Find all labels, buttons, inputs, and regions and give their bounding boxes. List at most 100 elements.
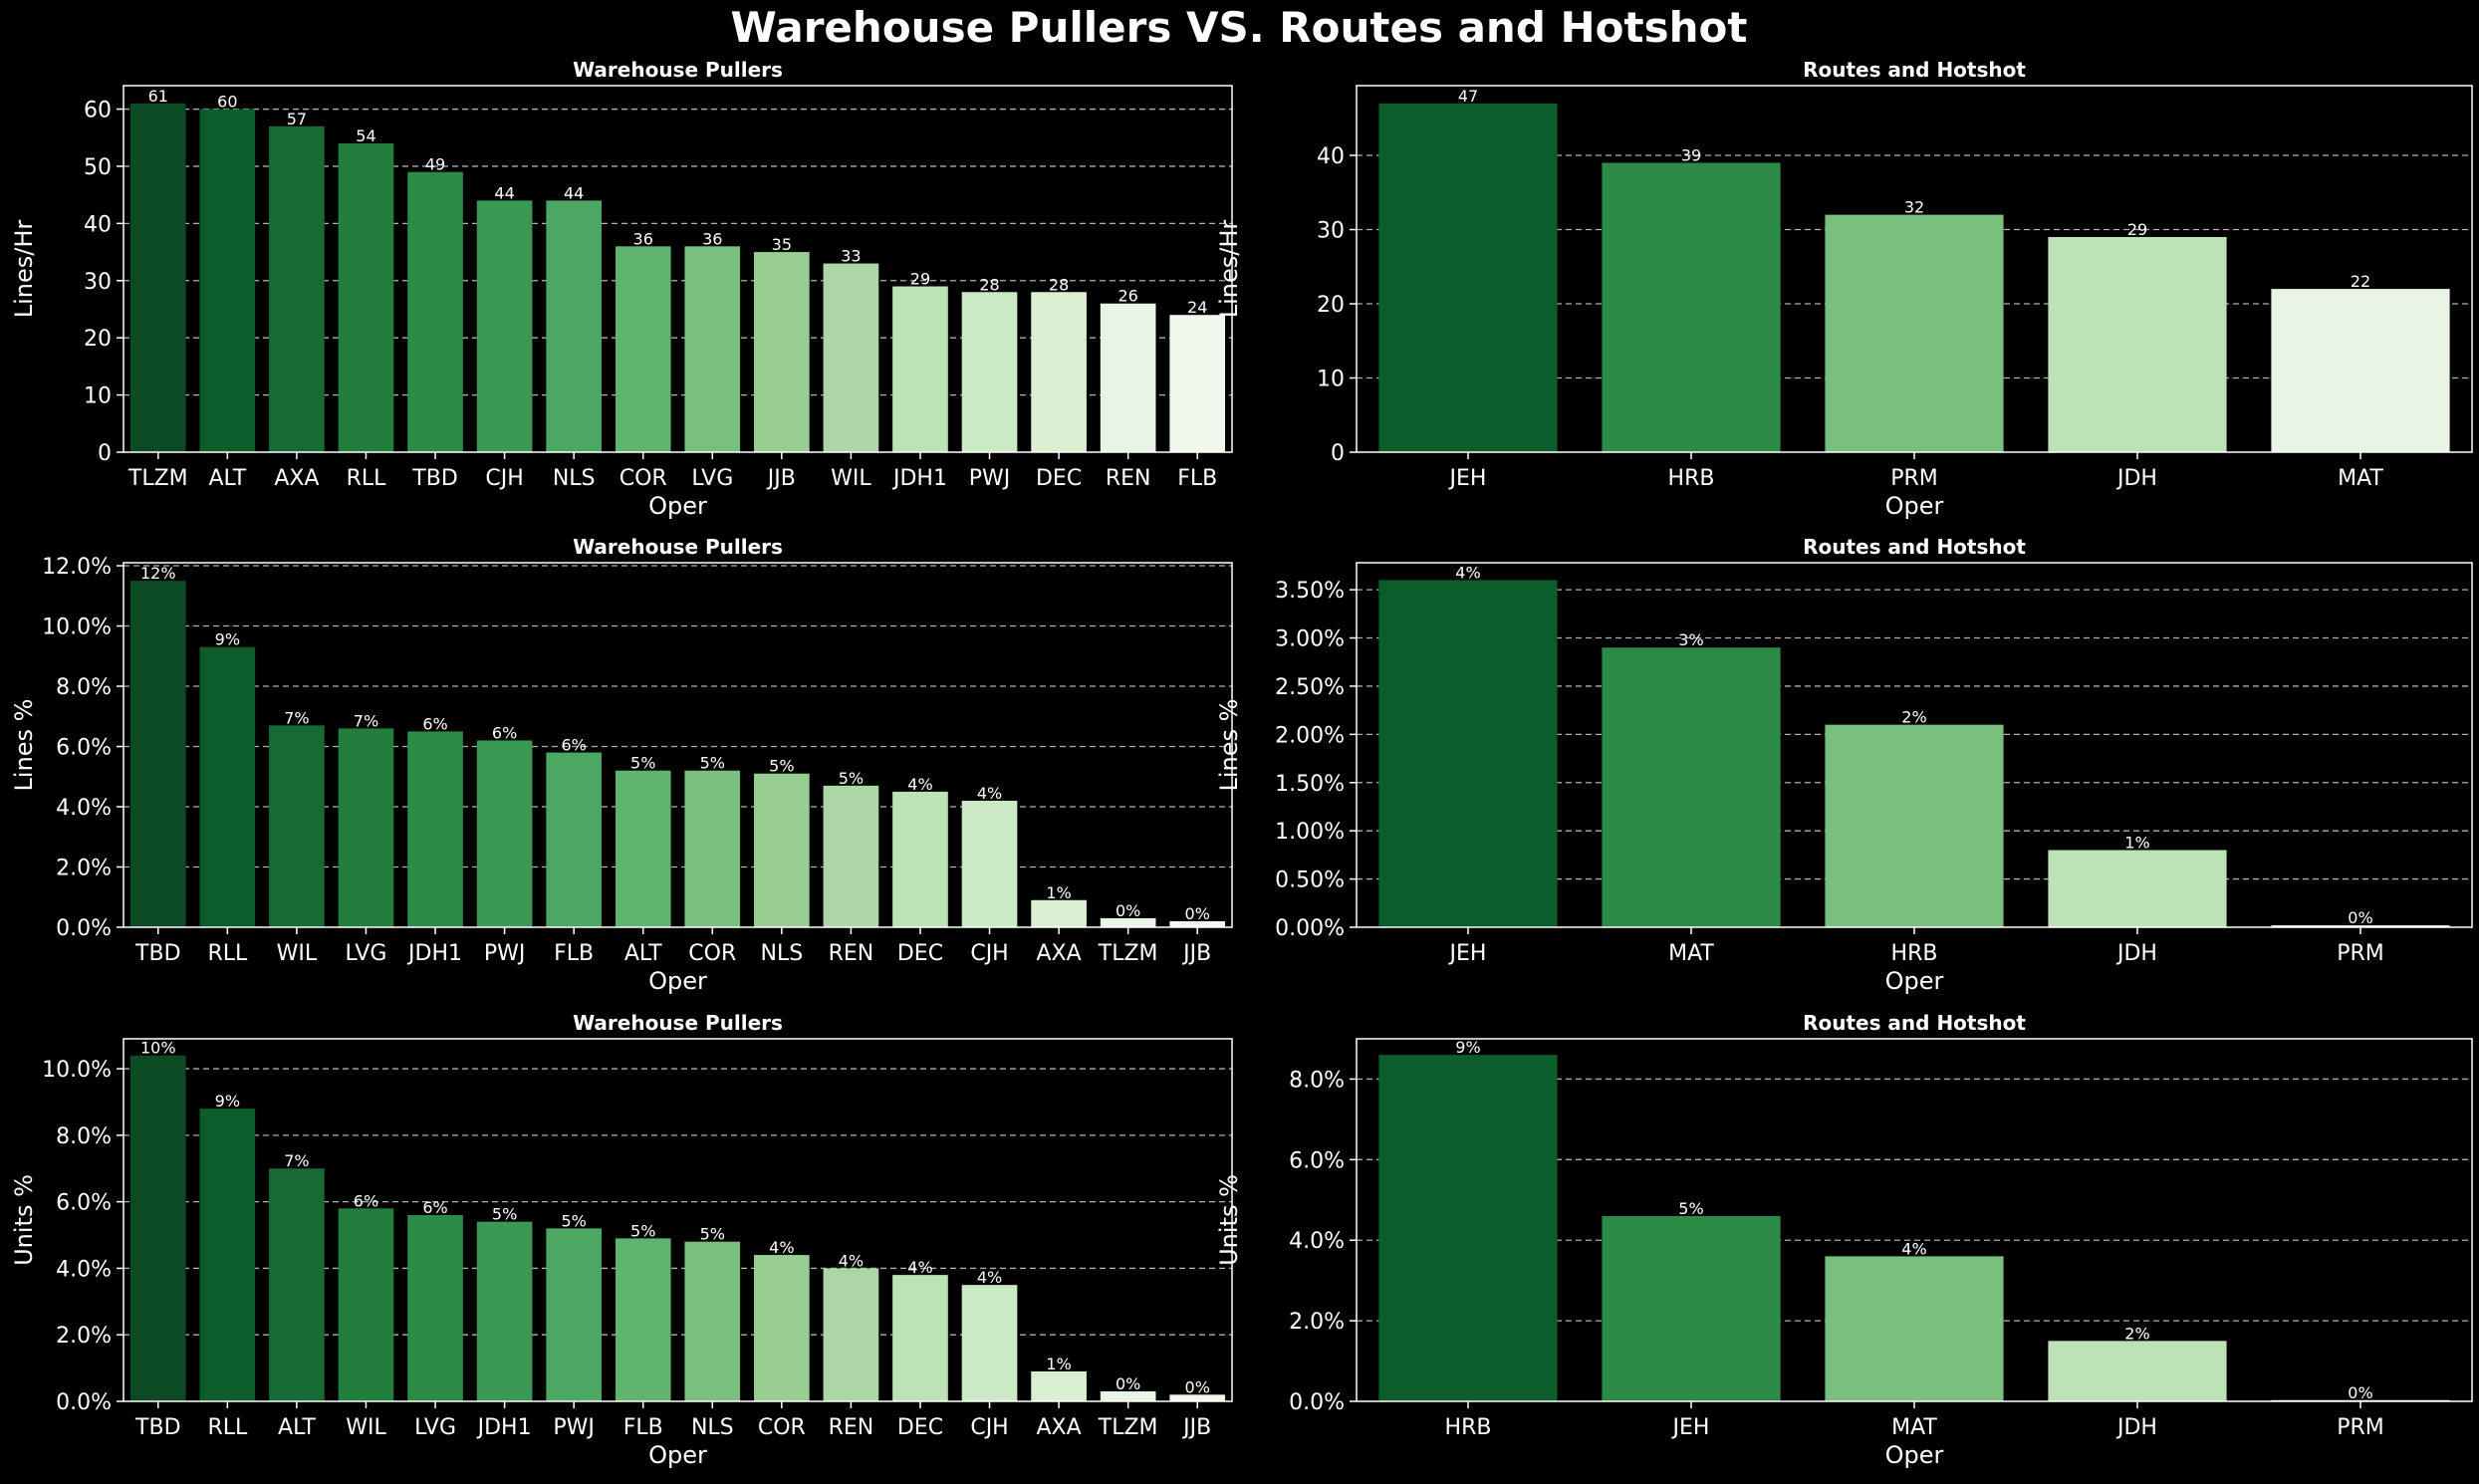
x-tick-label-TLZM: TLZM [1098, 1415, 1158, 1440]
y-tick-label: 20 [1317, 293, 1345, 318]
data-label-TBD: 49 [425, 155, 445, 174]
y-tick-label: 3.50% [1275, 579, 1345, 604]
data-label-COR: 5% [700, 754, 725, 773]
y-tick-label: 3.00% [1275, 627, 1345, 652]
data-label-DEC: 28 [1049, 275, 1069, 294]
x-tick-label-COR: COR [620, 466, 667, 491]
data-label-FLB: 6% [561, 736, 586, 755]
bar-TBD [129, 581, 186, 927]
x-tick-label-LVG: LVG [414, 1415, 456, 1440]
bar-REN [823, 785, 879, 927]
bar-AXA [269, 125, 325, 453]
y-tick-label: 0.50% [1275, 868, 1345, 893]
data-label-JJB: 35 [772, 235, 792, 254]
axes-frame [1356, 1038, 2473, 1402]
bar-TLZM [1100, 1390, 1156, 1401]
x-tick-label-AXA: AXA [1037, 941, 1082, 966]
bar-DEC [892, 791, 948, 927]
y-tick-label: 6.0% [1289, 1148, 1345, 1173]
data-label-WIL: 33 [841, 247, 861, 266]
x-tick-label-ALT: ALT [624, 941, 662, 966]
y-tick-label: 0.00% [1275, 916, 1345, 941]
y-tick-label: 2.0% [1289, 1310, 1345, 1335]
data-label-TLZM: 0% [1116, 901, 1140, 920]
bar-JDH [2048, 850, 2227, 927]
data-label-JDH1: 6% [422, 714, 447, 733]
x-tick-label-HRB: HRB [1445, 1415, 1492, 1440]
x-tick-label-REN: REN [829, 941, 874, 966]
bar-DEC [892, 1275, 948, 1401]
bar-MAT [1602, 647, 1781, 927]
y-axis-label: Lines/Hr [1215, 220, 1243, 319]
data-label-COR: 36 [633, 229, 653, 248]
data-label-LVG: 6% [422, 1198, 447, 1217]
bar-HRB [1378, 1055, 1558, 1401]
data-label-COR: 4% [769, 1238, 794, 1257]
y-tick-label: 12.0% [42, 555, 112, 580]
y-tick-label: 4.0% [1289, 1229, 1345, 1254]
data-label-REN: 5% [839, 769, 864, 788]
y-tick-label: 2.0% [56, 857, 112, 881]
x-tick-label-RLL: RLL [207, 1415, 248, 1440]
data-label-JDH1: 5% [492, 1205, 517, 1224]
subplots: Warehouse Pullers 0 10 20 30 40 50 60 61 TLZM 60 AL… [10, 58, 2473, 1469]
bar-PRM [2271, 925, 2450, 927]
x-tick-label-RLL: RLL [207, 941, 248, 966]
y-tick-label: 4.0% [56, 1257, 112, 1282]
data-label-AXA: 57 [287, 110, 307, 128]
x-axis-label: Oper [1885, 967, 1944, 995]
x-tick-label-PRM: PRM [1890, 466, 1938, 491]
x-tick-label-PWJ: PWJ [553, 1415, 595, 1440]
y-tick-label: 30 [1317, 219, 1345, 244]
y-tick-label: 2.00% [1275, 723, 1345, 748]
bar-PWJ [476, 740, 533, 927]
x-tick-label-PWJ: PWJ [969, 466, 1011, 491]
y-tick-label: 10.0% [42, 616, 112, 640]
data-label-ALT: 60 [217, 93, 237, 112]
y-tick-label: 8.0% [56, 1124, 112, 1149]
x-tick-label-AXA: AXA [1037, 1415, 1082, 1440]
subplot-title: Routes and Hotshot [1803, 535, 2026, 559]
x-tick-label-JDH1: JDH1 [406, 941, 462, 966]
bar-REN [1100, 303, 1156, 452]
x-tick-label-AXA: AXA [274, 466, 319, 491]
x-tick-label-FLB: FLB [1177, 466, 1217, 491]
data-label-TBD: 10% [140, 1039, 176, 1058]
data-label-WIL: 6% [354, 1191, 378, 1210]
x-tick-label-WIL: WIL [346, 1415, 386, 1440]
x-tick-label-JEH: JEH [1671, 1415, 1710, 1440]
data-label-TLZM: 0% [1116, 1374, 1140, 1393]
x-tick-label-HRB: HRB [1668, 466, 1715, 491]
y-tick-label: 2.0% [56, 1324, 112, 1349]
subplot-title: Warehouse Pullers [573, 535, 783, 559]
data-label-FLB: 24 [1187, 298, 1207, 317]
y-tick-label: 60 [84, 99, 112, 124]
x-tick-label-NLS: NLS [691, 1415, 734, 1440]
bar-COR [754, 1255, 810, 1401]
data-label-JDH: 2% [2124, 1324, 2149, 1343]
data-label-RLL: 9% [215, 1092, 240, 1111]
axes-frame [123, 85, 1233, 453]
x-tick-label-JDH1: JDH1 [891, 466, 947, 491]
bar-HRB [1825, 724, 2004, 927]
data-label-WIL: 7% [284, 708, 309, 727]
data-label-NLS: 5% [769, 757, 794, 776]
bar-REN [823, 1268, 879, 1401]
x-tick-label-LVG: LVG [691, 466, 733, 491]
y-tick-label: 30 [84, 270, 112, 295]
x-tick-label-WIL: WIL [277, 941, 318, 966]
bar-JDH1 [476, 1221, 533, 1401]
data-label-MAT: 4% [1901, 1239, 1926, 1258]
bar-PRM [1825, 214, 2004, 452]
axes-frame [1356, 562, 2473, 928]
data-label-ALT: 7% [284, 1151, 309, 1170]
x-tick-label-MAT: MAT [1668, 941, 1714, 966]
x-tick-label-REN: REN [1106, 466, 1151, 491]
bar-CJH [961, 1285, 1018, 1401]
data-label-JDH: 1% [2124, 834, 2149, 853]
x-axis-label: Oper [648, 967, 707, 995]
bar-COR [684, 770, 741, 927]
data-label-JJB: 0% [1185, 1377, 1210, 1396]
y-axis-label: Units % [10, 1174, 38, 1266]
data-label-DEC: 4% [907, 1258, 932, 1277]
